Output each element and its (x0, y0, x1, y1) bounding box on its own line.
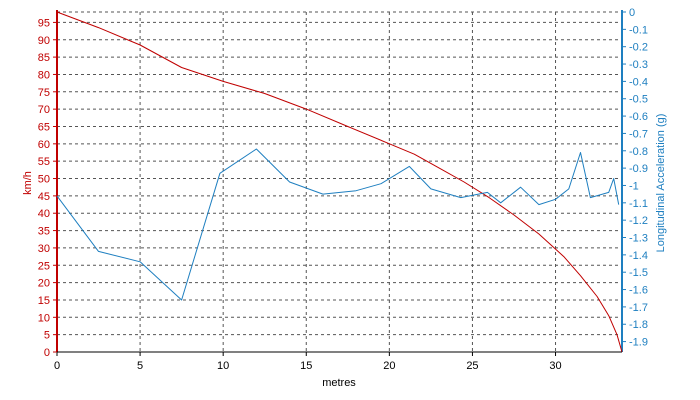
left-y-tick-label: 90 (38, 35, 50, 47)
left-y-tick-label: 25 (38, 260, 50, 272)
right-y-axis-title: Longitudinal Acceleration (g) (655, 114, 667, 253)
acceleration-series-line (56, 148, 620, 301)
left-y-tick-label: 20 (38, 278, 50, 290)
left-y-tick-label: 10 (38, 312, 50, 324)
left-y-tick-label: 70 (38, 104, 50, 116)
tick-labels: 0 5 10 15 20 25 30 0 5 10 15 20 25 30 35 40 45 50 55 60 65 70… (38, 7, 648, 372)
left-y-tick-label: 65 (38, 121, 50, 133)
right-y-tick-label: -0.5 (629, 94, 648, 106)
right-y-tick-label: -0.7 (629, 128, 648, 140)
right-y-tick-label: -0.6 (629, 111, 648, 123)
speed-series-line (56, 11, 623, 353)
x-tick-label: 15 (300, 360, 312, 372)
right-y-tick-label: -1 (629, 180, 639, 192)
left-y-tick-label: 85 (38, 52, 50, 64)
x-tick-label: 0 (54, 360, 60, 372)
right-y-tick-label: -1.7 (629, 302, 648, 314)
x-tick-label: 10 (217, 360, 229, 372)
right-y-tick-label: -1.4 (629, 250, 648, 262)
right-y-tick-label: -0.3 (629, 59, 648, 71)
right-y-tick-label: -0.1 (629, 24, 648, 36)
x-tick-label: 30 (549, 360, 561, 372)
right-y-tick-label: -0.4 (629, 76, 648, 88)
right-y-tick-label: -1.1 (629, 198, 648, 210)
x-axis-title: metres (322, 377, 356, 389)
left-y-tick-label: 5 (44, 330, 50, 342)
left-y-tick-label: 35 (38, 226, 50, 238)
left-y-tick-label: 55 (38, 156, 50, 168)
left-y-tick-label: 60 (38, 139, 50, 151)
right-y-tick-label: -1.3 (629, 233, 648, 245)
right-y-tick-label: 0 (629, 7, 635, 19)
axes (53, 10, 626, 356)
right-y-tick-label: -1.8 (629, 319, 648, 331)
right-y-tick-label: -1.9 (629, 337, 648, 349)
right-y-tick-label: -1.6 (629, 285, 648, 297)
x-tick-label: 20 (383, 360, 395, 372)
left-y-tick-label: 75 (38, 87, 50, 99)
right-y-tick-label: -0.2 (629, 42, 648, 54)
left-y-tick-label: 40 (38, 208, 50, 220)
x-tick-label: 25 (466, 360, 478, 372)
x-tick-label: 5 (137, 360, 143, 372)
gridlines (57, 11, 622, 352)
right-y-tick-label: -1.2 (629, 215, 648, 227)
right-y-tick-label: -1.5 (629, 267, 648, 279)
right-y-tick-label: -0.9 (629, 163, 648, 175)
left-y-tick-label: 30 (38, 243, 50, 255)
left-y-axis-title: km/h (22, 171, 34, 195)
right-y-tick-label: -0.8 (629, 146, 648, 158)
left-y-tick-label: 45 (38, 191, 50, 203)
left-y-tick-label: 80 (38, 69, 50, 81)
left-y-tick-label: 95 (38, 17, 50, 29)
left-y-tick-label: 50 (38, 174, 50, 186)
left-y-tick-label: 0 (44, 347, 50, 359)
series (56, 11, 623, 353)
left-y-tick-label: 15 (38, 295, 50, 307)
